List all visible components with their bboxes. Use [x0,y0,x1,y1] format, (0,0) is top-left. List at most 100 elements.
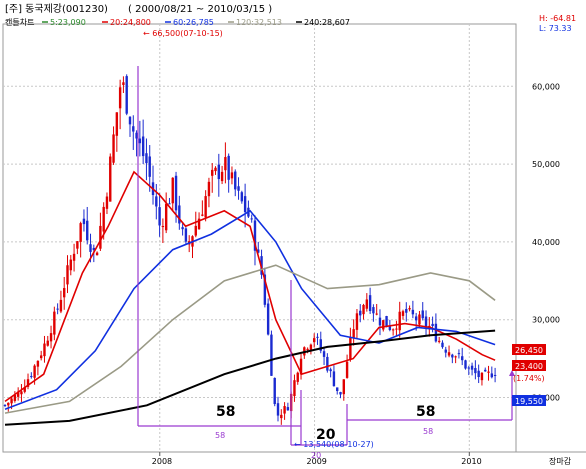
high-marker: ← 66,500(07-10-15) [143,29,223,38]
candle-body [3,404,7,406]
candle-body [220,171,224,182]
candle-body [474,368,477,374]
candle-body [378,317,382,326]
ma-line-120 [4,264,496,414]
candle-body [89,244,92,252]
candle-body [424,316,428,327]
candle-body [431,323,434,327]
candle-body [23,387,26,392]
candle-body [312,338,316,343]
candle-body [86,220,89,241]
tag-20ma: 26,450 [515,346,543,355]
candle-body [477,370,480,378]
tag-20ma-box [512,344,546,355]
candle-body [174,175,178,211]
candle-body [66,265,69,285]
candle-body [283,406,286,414]
candle-body [181,227,184,230]
candle-body [217,164,221,180]
candle-body [382,320,385,330]
candle-body [128,116,132,125]
tag-close-box [512,360,546,371]
candle-body [164,203,168,231]
y-tick-label: 50,000 [532,160,560,169]
y-tick-label: 30,000 [532,316,560,325]
candle-body [437,340,441,342]
candle-body [10,398,13,404]
candle-body [109,156,112,202]
tag-change: (1.74%) [513,374,545,383]
candle-body [141,136,145,157]
candle-body [16,391,20,397]
candle-body [375,313,378,315]
candle-body [296,372,299,382]
candle-body [33,365,36,378]
candle-body [467,367,470,369]
candle-body [49,333,53,342]
candle-body [493,374,497,376]
candle-body [207,181,211,197]
candle-body [388,326,392,330]
candle-body [138,138,142,144]
candle-body [158,207,161,226]
candle-body [362,304,365,315]
count-left-small: 58 [215,431,225,440]
candle-body [194,225,197,236]
candle-body [398,311,401,331]
bracket-right-arrow [509,370,515,376]
candle-body [299,358,303,375]
candle-body [39,355,43,359]
candle-body [319,339,322,351]
candle-body [79,223,82,242]
candle-body [266,303,270,335]
candle-body [444,349,447,353]
candle-body [411,309,415,315]
count-mid-big: 20 [316,427,336,443]
candle-body [214,167,217,172]
candle-body [26,379,30,387]
ma-legend: 5:23,090 20:24,800 60:26,785 120:32,513 240:… [42,18,350,27]
candle-body [352,329,355,339]
candle-body [125,76,128,114]
candle-body [451,354,454,358]
candle-body [115,112,119,136]
tag-close: 23,400 [515,362,543,371]
candle-body [336,387,339,392]
candle-body [484,369,487,372]
count-right-small: 58 [423,427,433,436]
chart-kind-label: 캔들차트 [5,17,34,27]
candle-body [286,407,290,411]
candle-body [184,228,188,242]
candle-body [105,196,109,209]
candle-body [276,403,280,416]
candle-body [250,218,253,220]
candle-body [20,391,23,395]
candle-body [122,82,125,85]
candle-body [53,311,56,335]
candle-body [421,310,424,319]
legend-entry: 240:28,607 [304,18,350,27]
candle-body [227,155,230,180]
candle-body [56,308,59,310]
candle-body [46,340,49,346]
candle-body [270,334,273,376]
candle-body [401,311,405,316]
candle-body [92,247,96,251]
candle-body [197,218,201,230]
candle-body [273,377,276,405]
candle-body [145,153,148,164]
legend-entry: 5:23,090 [50,18,86,27]
candle-body [257,249,260,253]
legend-entry: 20:24,800 [110,18,151,27]
candle-body [408,308,411,310]
candle-body [306,348,309,350]
candle-body [293,380,296,397]
candle-body [135,132,138,139]
candle-body [168,203,171,205]
ma-line-60 [4,209,496,410]
footer-close-label: 장마감 [549,456,572,466]
candle-body [99,225,102,249]
x-tick-label: 2009 [307,457,327,466]
candle-body [414,316,418,321]
